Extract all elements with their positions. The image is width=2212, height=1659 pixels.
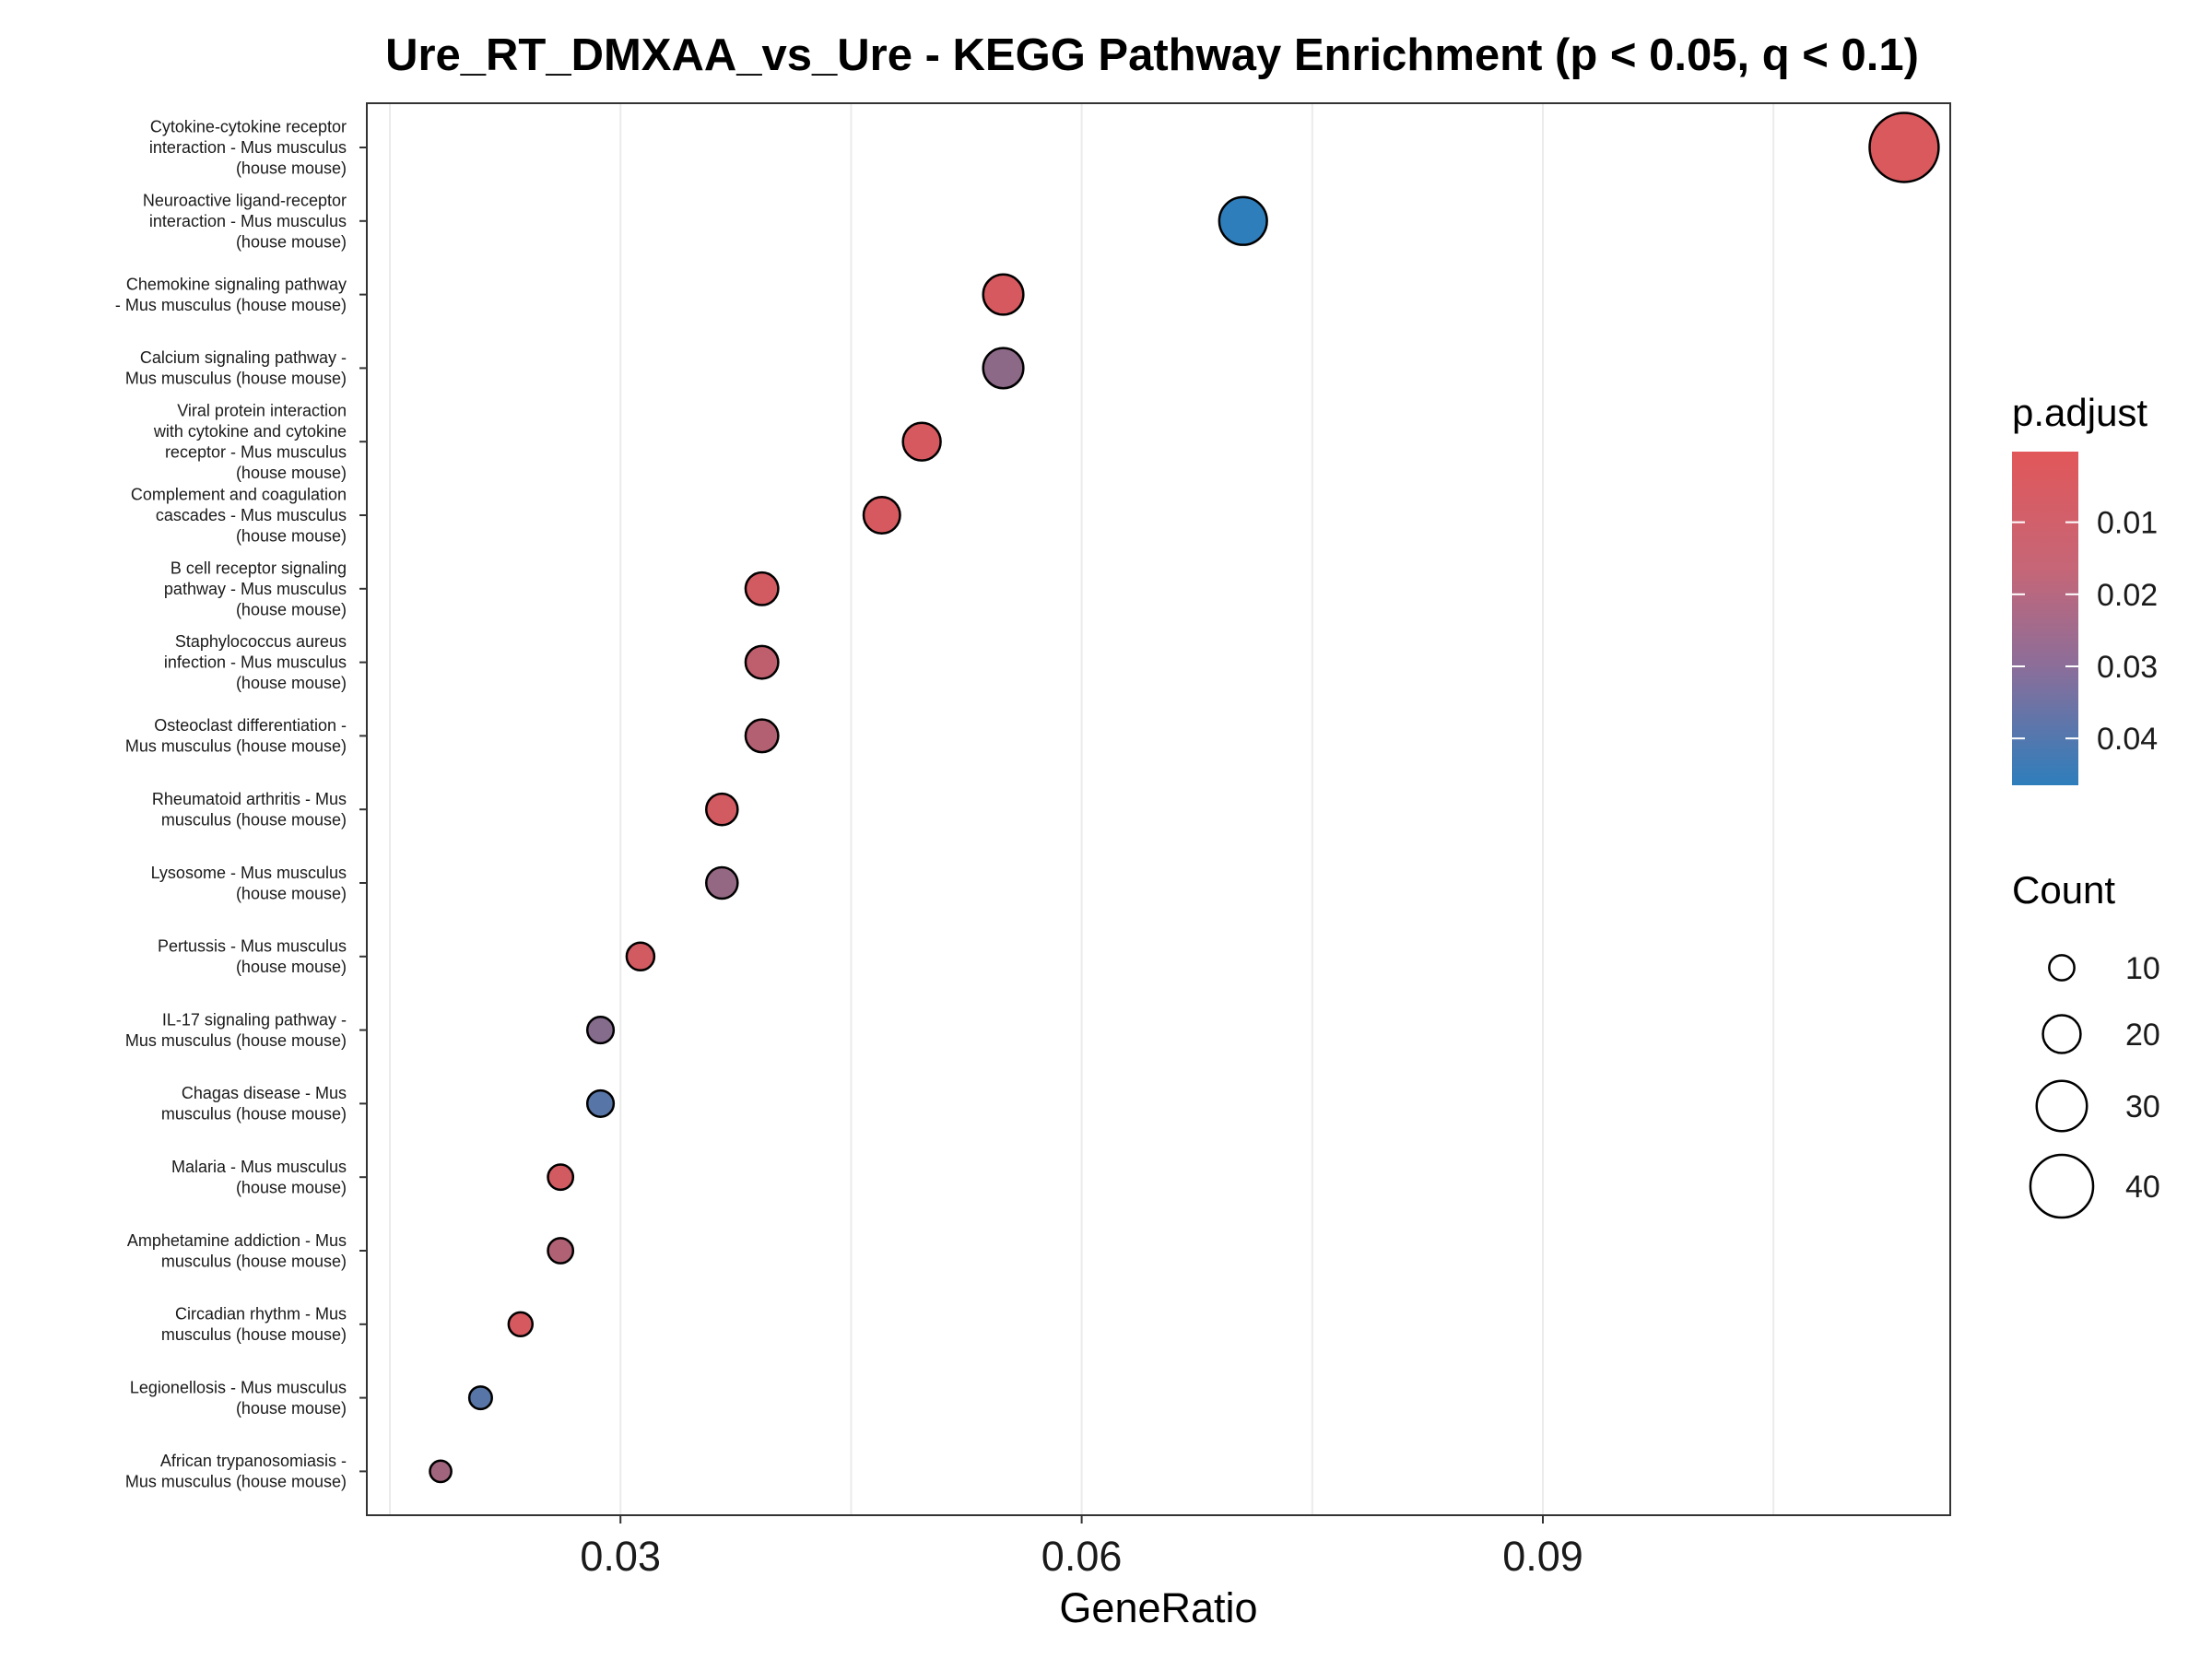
y-category-label: Legionellosis - Mus musculus (house mouse… [130, 1378, 347, 1418]
color-legend-bar [2012, 452, 2078, 785]
data-point [744, 644, 780, 680]
y-category-label: Neuroactive ligand-receptor interaction -… [143, 191, 347, 251]
y-category-label: B cell receptor signaling pathway - Mus m… [164, 559, 347, 618]
y-category-label: Cytokine-cytokine receptor interaction - … [149, 118, 347, 178]
size-legend-circle [2035, 1079, 2088, 1133]
data-point [982, 347, 1025, 390]
color-legend: p.adjust 0.01 0.02 0.03 0.04 [2012, 391, 2158, 785]
y-category-label: Calcium signaling pathway -Mus musculus … [125, 348, 347, 388]
size-legend-label: 10 [2125, 951, 2160, 986]
x-axis-title: GeneRatio [1059, 1584, 1257, 1631]
size-legend: Count 10 20 30 40 [2012, 868, 2160, 1219]
chart-title: Ure_RT_DMXAA_vs_Ure - KEGG Pathway Enric… [385, 30, 1919, 80]
data-point [1218, 195, 1268, 246]
size-legend-circle [2048, 954, 2076, 982]
y-category-label: IL-17 signaling pathway -Mus musculus (h… [125, 1010, 347, 1050]
y-category-label: Staphylococcus aureus infection - Mus mus… [164, 632, 347, 692]
plot-panel [366, 102, 1951, 1516]
y-axis-ticks [359, 147, 367, 1473]
data-point [507, 1311, 535, 1338]
color-legend-title: p.adjust [2012, 391, 2147, 434]
y-axis-labels: Cytokine-cytokine receptor interaction - … [115, 118, 347, 1491]
size-legend-circle [2029, 1153, 2095, 1219]
x-tick-label: 0.09 [1502, 1533, 1583, 1580]
y-category-label: Circadian rhythm - Mus musculus (house mo… [161, 1305, 347, 1345]
data-point [705, 865, 739, 900]
data-point [901, 421, 942, 462]
y-category-label: Amphetamine addiction - Mus musculus (hou… [127, 1231, 347, 1271]
data-point [744, 571, 780, 606]
data-point [625, 941, 656, 972]
y-category-label: Complement and coagulation cascades - Mus… [131, 486, 347, 546]
y-category-label: Pertussis - Mus musculus (house mouse) [158, 937, 347, 977]
color-legend-label: 0.02 [2097, 578, 2158, 613]
color-legend-label: 0.01 [2097, 506, 2158, 541]
x-axis-ticks: 0.03 0.06 0.09 [580, 1515, 1583, 1580]
data-point [744, 718, 780, 754]
x-tick-label: 0.06 [1041, 1533, 1123, 1580]
size-legend-title: Count [2012, 868, 2115, 912]
size-legend-items: 10 20 30 40 [2029, 951, 2160, 1219]
data-point [982, 273, 1025, 316]
data-points [429, 112, 1940, 1484]
gridlines [389, 103, 1775, 1515]
y-category-label: Rheumatoid arthritis - Mus musculus (hous… [152, 790, 347, 830]
y-category-label: Malaria - Mus musculus (house mouse) [171, 1158, 347, 1197]
y-category-label: Viral protein interaction with cytokine a… [153, 401, 347, 482]
size-legend-label: 20 [2125, 1018, 2160, 1053]
data-point [547, 1163, 575, 1192]
y-category-label: Chemokine signaling pathway - Mus musculu… [115, 275, 347, 314]
data-point [585, 1016, 616, 1045]
color-legend-label: 0.04 [2097, 722, 2158, 757]
data-point [585, 1088, 616, 1118]
data-point [862, 495, 901, 535]
color-legend-ticks: 0.01 0.02 0.03 0.04 [2012, 506, 2158, 757]
data-point [547, 1237, 575, 1265]
x-tick-label: 0.03 [580, 1533, 661, 1580]
size-legend-circle [2041, 1014, 2082, 1054]
data-point [467, 1385, 493, 1411]
y-category-label: Lysosome - Mus musculus (house mouse) [151, 864, 347, 903]
size-legend-label: 40 [2125, 1170, 2160, 1205]
data-point [429, 1459, 453, 1484]
y-category-label: Osteoclast differentiation -Mus musculus… [125, 716, 347, 756]
color-legend-label: 0.03 [2097, 650, 2158, 685]
data-point [705, 792, 739, 827]
data-point [1868, 112, 1940, 183]
y-category-label: Chagas disease - Mus musculus (house mous… [161, 1084, 347, 1124]
y-category-label: African trypanosomiasis -Mus musculus (h… [125, 1452, 347, 1491]
size-legend-label: 30 [2125, 1089, 2160, 1124]
